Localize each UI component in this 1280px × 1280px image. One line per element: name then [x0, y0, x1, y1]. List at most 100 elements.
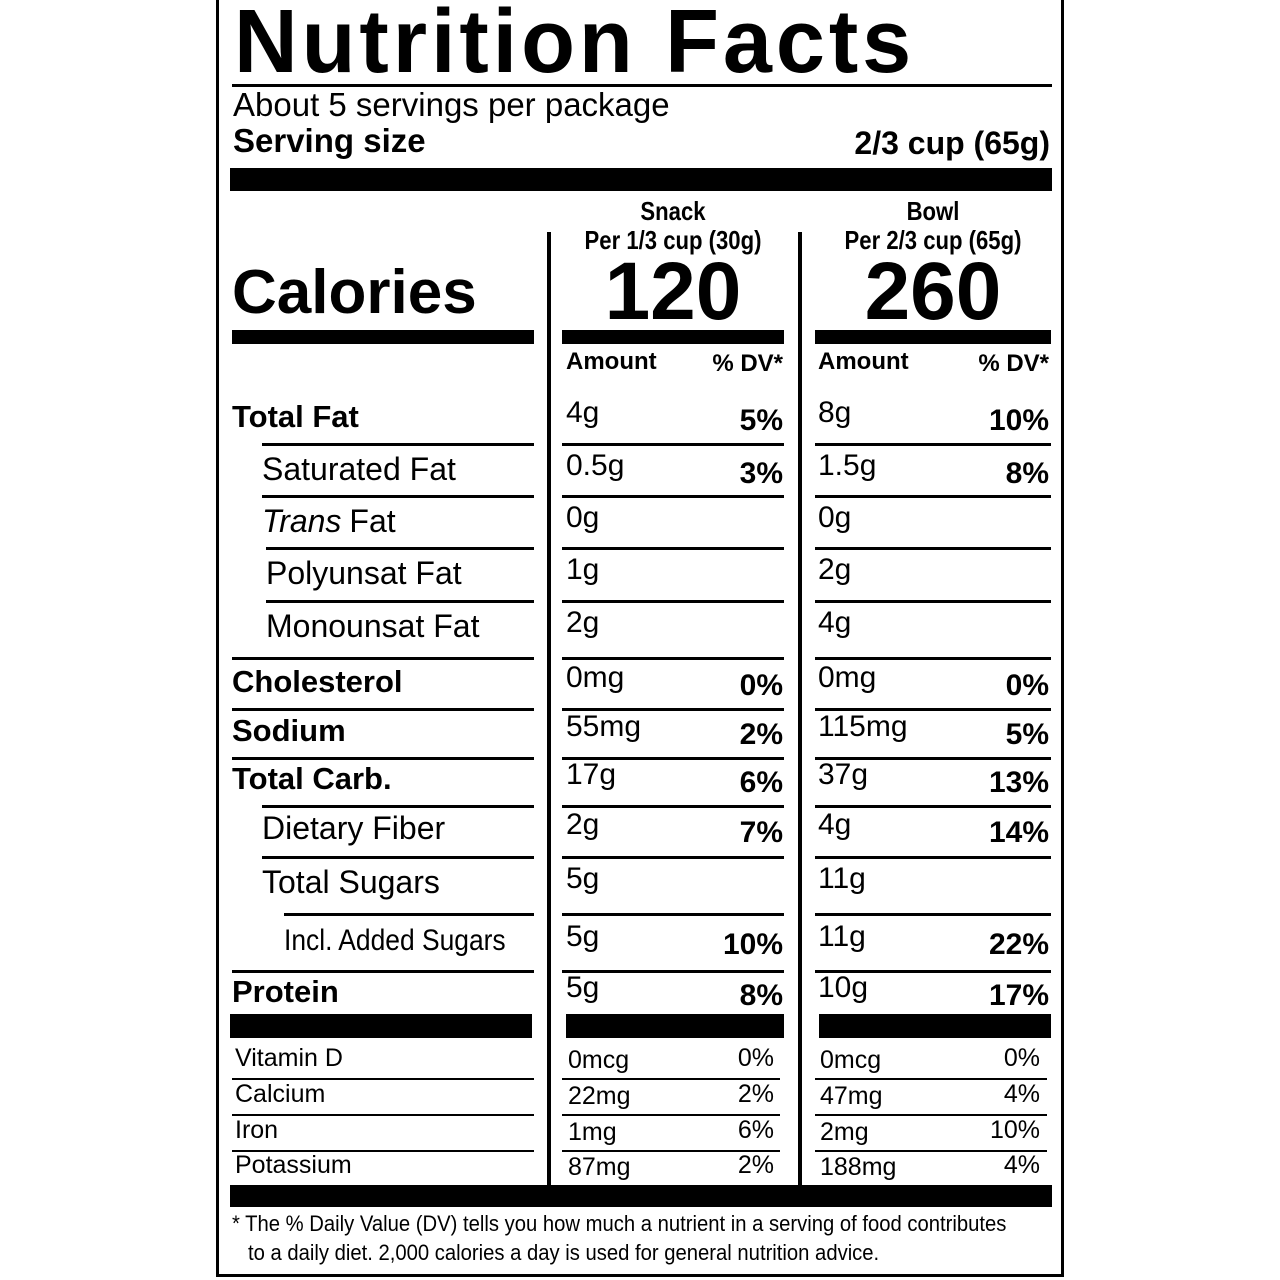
thick-bar: [230, 1014, 532, 1038]
daily-value: 2%: [737, 1080, 774, 1109]
daily-value: 7%: [739, 815, 783, 849]
row-rule: [815, 1150, 1047, 1152]
daily-value: 0%: [737, 1044, 774, 1073]
row-rule: [232, 1150, 534, 1152]
amount: 0mg: [818, 660, 877, 694]
row-rule: [815, 1078, 1047, 1080]
amount: 2g: [566, 807, 600, 841]
row-rule: [815, 443, 1051, 446]
row-rule: [232, 708, 534, 711]
daily-value: 8%: [1005, 456, 1049, 490]
thick-bar: [566, 1014, 784, 1038]
row-rule: [266, 600, 534, 603]
dv-header: % DV*: [712, 349, 783, 377]
daily-value: 17%: [988, 978, 1049, 1012]
amount: 2mg: [820, 1118, 869, 1147]
row-rule: [232, 1114, 534, 1116]
nutrient-label: Dietary Fiber: [262, 810, 446, 847]
amount: 0g: [818, 500, 852, 534]
row-rule: [562, 495, 784, 498]
serving-size: 2/3 cup (65g): [854, 125, 1050, 162]
amount: 4g: [818, 605, 852, 639]
row-rule: [562, 757, 784, 760]
nutrient-label: Sodium: [232, 712, 346, 748]
row-rule: [262, 805, 534, 808]
row-rule: [562, 970, 784, 973]
daily-value: 10%: [722, 927, 783, 961]
vitamin-label: Calcium: [235, 1080, 326, 1109]
title-rule: [232, 84, 1052, 87]
dv-header: % DV*: [978, 349, 1049, 377]
amount: 5g: [566, 919, 600, 953]
row-rule: [815, 970, 1051, 973]
amount: 37g: [818, 757, 869, 791]
calories-value: 120: [604, 245, 742, 337]
daily-value: 14%: [988, 815, 1049, 849]
row-rule: [815, 547, 1051, 550]
nutrient-label: Trans: [262, 503, 342, 540]
row-rule: [562, 708, 784, 711]
daily-value: 5%: [739, 403, 783, 437]
nutrient-label: Fat: [349, 503, 396, 540]
vitamin-label: Vitamin D: [235, 1044, 343, 1073]
daily-value: 4%: [1003, 1151, 1040, 1180]
daily-value: 0%: [739, 668, 783, 702]
amount: 47mg: [820, 1082, 883, 1111]
daily-value: 4%: [1003, 1080, 1040, 1109]
serving-size-label: Serving size: [233, 121, 426, 159]
title: Nutrition Facts: [234, 0, 916, 92]
column-serving: Per 2/3 cup (65g): [844, 224, 1022, 255]
row-rule: [232, 1078, 534, 1080]
row-rule: [562, 1114, 780, 1116]
row-rule: [562, 443, 784, 446]
thick-bar: [230, 1185, 1052, 1207]
amount: 0mcg: [568, 1046, 630, 1075]
daily-value: 10%: [988, 403, 1049, 437]
row-rule: [815, 757, 1051, 760]
amount: 4g: [566, 395, 600, 429]
nutrient-label: Total Carb.: [232, 760, 392, 796]
calories-bar: [232, 330, 534, 344]
row-rule: [232, 757, 534, 760]
thick-bar: [819, 1014, 1051, 1038]
amount-header: Amount: [818, 347, 909, 375]
calories-bar: [815, 330, 1051, 344]
amount: 22mg: [568, 1082, 631, 1111]
amount: 1g: [566, 552, 600, 586]
daily-value: 22%: [988, 927, 1049, 961]
daily-value: 5%: [1005, 717, 1049, 751]
daily-value: 6%: [737, 1116, 774, 1145]
calories-value: 260: [864, 245, 1002, 337]
amount: 1.5g: [818, 448, 877, 482]
vitamin-label: Potassium: [235, 1151, 352, 1180]
amount-header: Amount: [566, 347, 657, 375]
amount: 17g: [566, 757, 617, 791]
amount: 11g: [818, 919, 866, 953]
row-rule: [266, 547, 534, 550]
nutrient-label: Protein: [232, 973, 339, 1009]
daily-value: 2%: [739, 717, 783, 751]
amount: 10g: [818, 970, 869, 1004]
row-rule: [815, 856, 1051, 859]
nutrient-label: Monounsat Fat: [266, 608, 480, 645]
calories-label: Calories: [232, 257, 477, 327]
row-rule: [562, 547, 784, 550]
daily-value: 8%: [739, 978, 783, 1012]
column-name: Bowl: [906, 195, 960, 226]
daily-value: 0%: [1003, 1044, 1040, 1073]
row-rule: [815, 708, 1051, 711]
row-rule: [815, 805, 1051, 808]
row-rule: [562, 657, 784, 660]
row-rule: [284, 913, 534, 916]
amount: 0mg: [566, 660, 625, 694]
nutrient-label: Total Fat: [232, 398, 359, 434]
amount: 87mg: [568, 1153, 631, 1182]
amount: 2g: [818, 552, 852, 586]
footnote: to a daily diet. 2,000 calories a day is…: [248, 1239, 880, 1265]
row-rule: [815, 600, 1051, 603]
nutrient-label: Incl. Added Sugars: [284, 923, 506, 957]
amount: 11g: [818, 861, 866, 895]
row-rule: [815, 1114, 1047, 1116]
amount: 115mg: [818, 709, 908, 743]
nutrient-label: Cholesterol: [232, 663, 403, 699]
